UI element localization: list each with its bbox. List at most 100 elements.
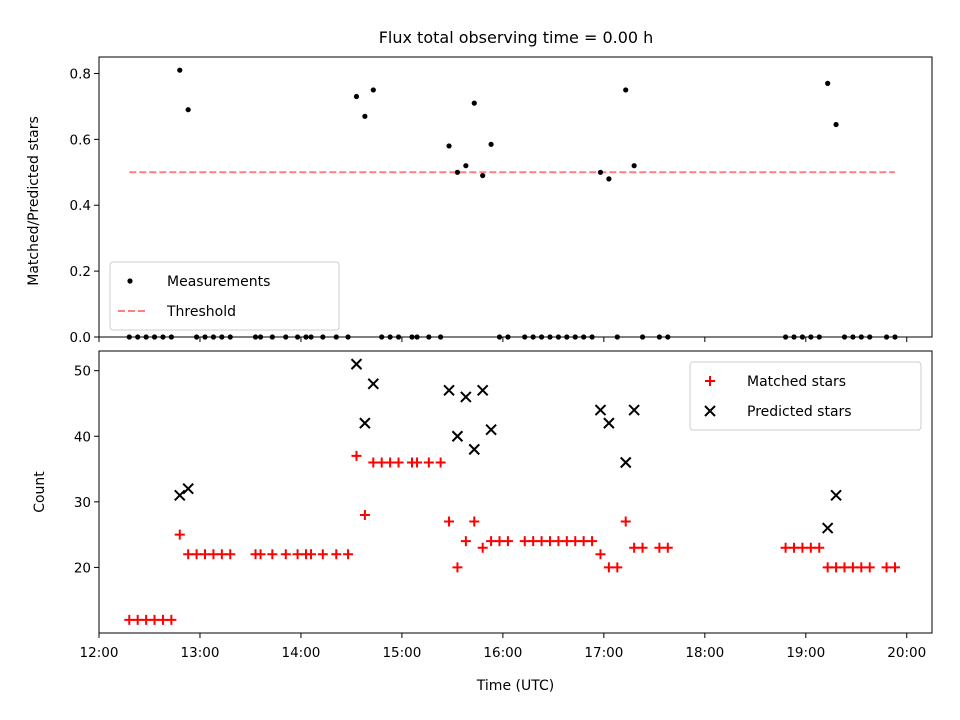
matched-star-point [528, 536, 539, 547]
top-plot-marks [126, 67, 898, 340]
predicted-star-point [359, 417, 371, 429]
matched-star-point [208, 549, 219, 560]
x-tick-label: 12:00 [80, 645, 119, 661]
matched-star-point [306, 549, 317, 560]
matched-star-point [620, 516, 631, 527]
matched-star-point [662, 542, 673, 553]
bottom-plot-marks [124, 358, 900, 625]
predicted-star-point [830, 489, 842, 501]
measurement-point [151, 334, 158, 340]
measurement-point [623, 87, 629, 93]
matched-star-point [157, 614, 168, 625]
measurement-point [409, 334, 415, 340]
matched-star-point [200, 549, 211, 560]
top-panel: 0.00.20.40.60.8 Matched/Predicted stars … [26, 56, 933, 346]
bottom-y-axis-label: Count [32, 471, 48, 513]
measurement-point [522, 334, 528, 340]
measurement-point [816, 334, 822, 340]
measurement-point [333, 334, 339, 340]
bottom-y-ticks: 20 30 40 50 [74, 364, 99, 576]
matched-star-point [343, 549, 354, 560]
y-tick-label: 0.6 [70, 132, 91, 148]
matched-star-point [502, 536, 513, 547]
predicted-star-point [485, 423, 497, 436]
y-tick-label: 0.8 [70, 66, 91, 82]
legend-label: Threshold [166, 304, 236, 320]
matched-star-point [174, 529, 185, 540]
measurement-point [850, 334, 856, 340]
measurement-point [219, 334, 225, 340]
top-x-ticks [98, 337, 908, 342]
measurement-point [143, 334, 149, 340]
measurement-point [480, 172, 486, 179]
measurement-point [867, 334, 873, 340]
matched-star-point [570, 536, 581, 547]
measurement-point [257, 334, 264, 340]
matched-star-point [654, 542, 665, 553]
matched-star-point [477, 542, 488, 553]
matched-star-point [553, 536, 564, 547]
y-tick-label: 20 [74, 560, 91, 576]
matched-star-point [595, 549, 606, 560]
matched-star-point [864, 562, 875, 573]
measurement-point [581, 334, 587, 340]
measurement-point [177, 67, 183, 73]
matched-star-point [359, 509, 370, 520]
matched-star-point [814, 542, 825, 553]
measurement-point [283, 334, 289, 340]
measurement-point [414, 334, 420, 340]
matched-star-point [629, 542, 640, 553]
measurement-point [308, 334, 314, 340]
matched-star-point [578, 536, 589, 547]
matched-star-point [412, 457, 423, 468]
x-tick-label: 15:00 [382, 645, 421, 661]
measurement-point [194, 334, 200, 340]
legend-label: Matched stars [747, 374, 846, 390]
x-tick-label: 20:00 [887, 645, 926, 661]
measurement-point [210, 334, 217, 340]
predicted-star-point [350, 358, 363, 370]
bottom-x-ticks: 12:00 13:00 14:00 15:00 16:00 17:00 18:00 19:00… [80, 633, 926, 661]
legend-marker [127, 278, 133, 284]
matched-star-point [132, 614, 143, 625]
measurement-point [883, 334, 890, 340]
matched-star-point [831, 562, 842, 573]
matched-star-point [561, 536, 572, 547]
y-tick-label: 40 [74, 429, 91, 445]
measurement-point [454, 169, 461, 175]
measurement-point [665, 334, 671, 340]
measurement-point [438, 334, 444, 340]
measurement-point [252, 334, 259, 340]
measurement-point [614, 334, 620, 340]
measurement-point [126, 334, 132, 340]
matched-star-point [423, 457, 434, 468]
matched-star-point [889, 562, 900, 573]
matched-star-point [149, 614, 160, 625]
measurement-point [426, 334, 432, 340]
measurement-point [387, 334, 393, 340]
bottom-axes-frame [98, 350, 933, 634]
x-tick-label: 17:00 [584, 645, 623, 661]
x-tick-label: 18:00 [685, 645, 724, 661]
predicted-star-point [603, 417, 615, 429]
measurement-point [303, 334, 309, 340]
matched-star-point [444, 516, 455, 527]
measurement-point [395, 334, 402, 340]
measurement-point [353, 93, 360, 100]
matched-star-point [216, 549, 227, 560]
legend-marker [704, 405, 716, 417]
predicted-star-point [628, 404, 640, 416]
predicted-star-point [594, 404, 607, 416]
matched-star-point [469, 516, 480, 527]
measurement-point [530, 334, 536, 340]
measurement-point [538, 334, 545, 340]
matched-star-point [822, 562, 833, 573]
matched-star-point [267, 549, 278, 560]
y-tick-label: 50 [74, 364, 91, 380]
legend-marker [705, 376, 715, 386]
measurement-point [345, 334, 351, 340]
measurement-point [505, 334, 511, 340]
measurement-point [782, 334, 789, 340]
measurement-point [446, 143, 452, 149]
